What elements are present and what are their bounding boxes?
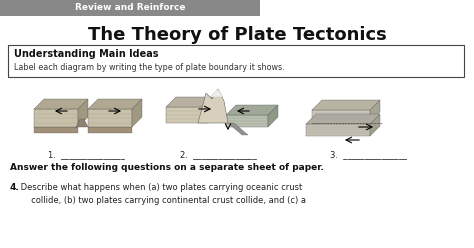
Polygon shape bbox=[226, 105, 278, 115]
Polygon shape bbox=[226, 115, 268, 127]
Polygon shape bbox=[132, 99, 142, 127]
Polygon shape bbox=[166, 97, 218, 107]
Polygon shape bbox=[88, 99, 142, 109]
Text: The Theory of Plate Tectonics: The Theory of Plate Tectonics bbox=[88, 26, 386, 44]
Bar bbox=[0, 0, 260, 16]
Text: 3.  _______________: 3. _______________ bbox=[330, 151, 407, 159]
Polygon shape bbox=[228, 123, 248, 135]
Polygon shape bbox=[306, 124, 370, 136]
Polygon shape bbox=[76, 119, 88, 127]
Polygon shape bbox=[312, 100, 380, 110]
FancyBboxPatch shape bbox=[8, 45, 464, 77]
Polygon shape bbox=[198, 89, 228, 123]
Polygon shape bbox=[306, 114, 380, 124]
Polygon shape bbox=[208, 97, 218, 123]
Polygon shape bbox=[166, 107, 208, 123]
Polygon shape bbox=[88, 109, 132, 127]
Polygon shape bbox=[370, 114, 380, 136]
Text: Describe what happens when (a) two plates carrying oceanic crust
     collide, (: Describe what happens when (a) two plate… bbox=[18, 183, 306, 205]
Polygon shape bbox=[34, 109, 78, 127]
Text: 1.  _______________: 1. _______________ bbox=[48, 151, 125, 159]
Text: Understanding Main Ideas: Understanding Main Ideas bbox=[14, 49, 158, 59]
Polygon shape bbox=[34, 127, 78, 133]
Text: Answer the following questions on a separate sheet of paper.: Answer the following questions on a sepa… bbox=[10, 163, 324, 173]
Polygon shape bbox=[34, 99, 88, 109]
Polygon shape bbox=[370, 100, 380, 122]
Text: Review and Reinforce: Review and Reinforce bbox=[75, 3, 185, 12]
Text: 2.  _______________: 2. _______________ bbox=[180, 151, 257, 159]
Polygon shape bbox=[210, 89, 223, 97]
Polygon shape bbox=[312, 110, 370, 122]
Text: 4.: 4. bbox=[10, 183, 20, 192]
Polygon shape bbox=[78, 99, 88, 127]
Polygon shape bbox=[88, 127, 132, 133]
Polygon shape bbox=[268, 105, 278, 127]
Text: Label each diagram by writing the type of plate boundary it shows.: Label each diagram by writing the type o… bbox=[14, 62, 284, 71]
